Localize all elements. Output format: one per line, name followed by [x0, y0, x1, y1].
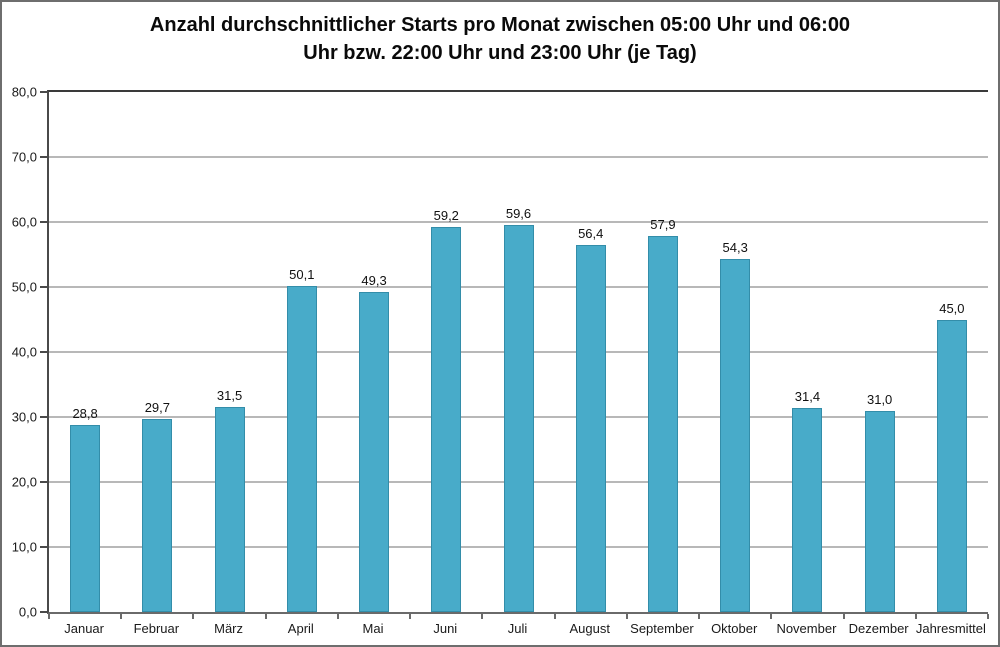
bar-Januar: [70, 424, 101, 612]
bar-value-label: 31,5: [216, 388, 243, 404]
y-axis-label: 20,0: [11, 474, 37, 490]
bar-Juli: [503, 224, 534, 612]
y-axis-tick: [40, 156, 47, 158]
y-axis-tick: [40, 221, 47, 223]
x-axis-label: Jahresmittel: [915, 621, 986, 636]
bar-value-label: 59,2: [433, 208, 459, 224]
bar-value-label: 28,8: [72, 405, 98, 421]
bar-value-label: 56,4: [578, 226, 604, 242]
x-axis-tick: [481, 614, 484, 619]
x-axis-label: April: [287, 621, 314, 636]
y-axis-label: 70,0: [11, 149, 37, 165]
y-axis-label: 30,0: [11, 409, 37, 425]
bar-value-label: 59,6: [505, 205, 532, 221]
x-axis-tick: [409, 614, 412, 619]
chart-title-line2: Uhr bzw. 22:00 Uhr und 23:00 Uhr (je Tag…: [303, 42, 697, 64]
x-axis-label: Dezember: [848, 621, 909, 636]
bar-value-label: 57,9: [650, 216, 676, 232]
x-axis-label: Oktober: [711, 621, 758, 636]
x-axis-label: Juli: [507, 621, 528, 636]
y-axis-tick: [40, 611, 47, 613]
plot-area: 28,8 29,7 31,5 50,1 49,3 59,2 59,6 56,4 57,9 54,3…: [47, 90, 988, 614]
bar-März: [214, 407, 245, 612]
x-axis-tick: [625, 614, 628, 619]
x-axis-tick: [770, 614, 773, 619]
x-axis-tick: [264, 614, 267, 619]
x-axis-label: März: [214, 621, 244, 636]
chart-title: Anzahl durchschnittlicher Starts pro Mon…: [2, 11, 998, 67]
y-axis-label: 50,0: [11, 279, 37, 295]
bar-value-label: 31,0: [866, 391, 893, 407]
x-axis-tick: [987, 614, 989, 619]
y-axis-tick: [40, 351, 47, 353]
bar-Oktober: [720, 259, 751, 612]
y-axis-label: 10,0: [11, 539, 37, 555]
y-axis-tick: [40, 481, 47, 483]
bar-Jahresmittel: [936, 319, 967, 612]
chart-title-line1: Anzahl durchschnittlicher Starts pro Mon…: [149, 14, 851, 36]
y-axis-labels: 0,0 10,0 20,0 30,0 40,0 50,0 60,0 70,0 80,0: [2, 85, 39, 620]
bar-Mai: [359, 291, 390, 612]
x-axis-label: Februar: [133, 621, 180, 636]
bar-Dezember: [864, 410, 895, 612]
x-axis-label: September: [630, 621, 694, 636]
bar-Juni: [431, 227, 462, 612]
bar-value-label: 50,1: [289, 267, 315, 283]
bar-value-label: 49,3: [361, 272, 387, 288]
y-axis-label: 60,0: [11, 214, 37, 230]
x-axis-labels: Januar Februar März April Mai Juni Juli August S…: [47, 621, 988, 643]
bar-August: [575, 245, 606, 612]
x-axis-tick: [192, 614, 195, 619]
y-axis-tick: [40, 286, 47, 288]
bar-Februar: [142, 418, 173, 612]
x-axis-label: Januar: [64, 621, 104, 636]
x-axis-tick: [48, 614, 50, 619]
x-axis-tick: [914, 614, 917, 619]
x-axis-label: November: [776, 621, 837, 636]
x-axis-tick: [698, 614, 701, 619]
bar-November: [792, 407, 823, 612]
bar-value-label: 54,3: [722, 240, 748, 256]
gridline: [49, 221, 988, 223]
bar-value-label: 29,7: [144, 399, 170, 415]
bar-September: [647, 235, 678, 612]
x-axis-tick: [553, 614, 556, 619]
bar-April: [286, 286, 317, 612]
bar-value-label: 45,0: [939, 300, 965, 316]
x-axis-label: August: [569, 621, 610, 636]
y-axis-tick: [40, 91, 47, 93]
y-axis-tick: [40, 416, 47, 418]
x-axis-tick: [120, 614, 123, 619]
y-axis-label: 40,0: [11, 344, 37, 360]
bar-value-label: 31,4: [794, 388, 821, 404]
x-axis-label: Juni: [433, 621, 458, 636]
y-axis-label: 80,0: [11, 84, 37, 100]
y-axis-label: 0,0: [18, 604, 37, 620]
y-axis-tick: [40, 546, 47, 548]
x-axis-tick: [842, 614, 845, 619]
x-axis-tick: [336, 614, 339, 619]
x-axis-label: Mai: [362, 621, 384, 636]
gridline: [49, 156, 988, 158]
